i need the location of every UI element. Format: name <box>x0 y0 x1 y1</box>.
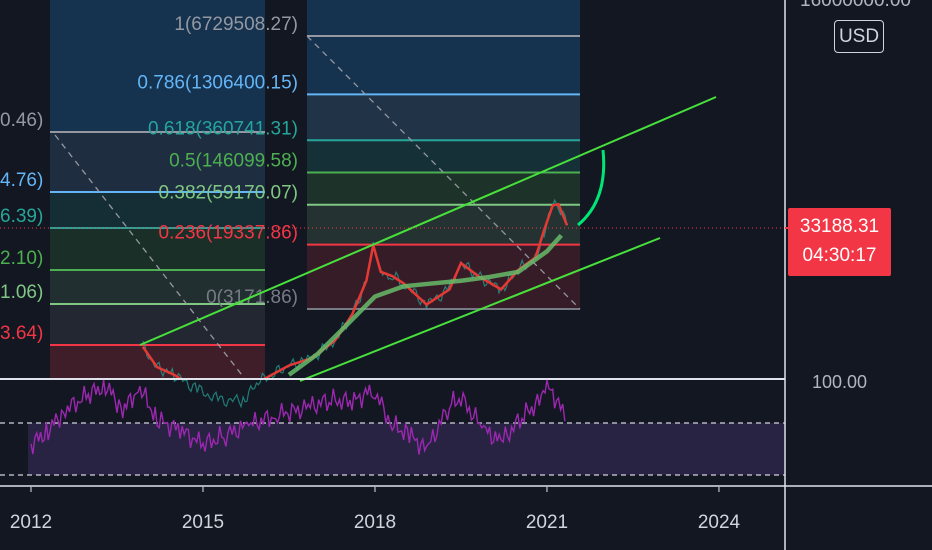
fib-zone <box>307 94 580 141</box>
fib-zones <box>50 0 580 379</box>
time-tick-label: 2015 <box>182 512 224 533</box>
fib-level-label: 0.5(146099.58) <box>169 150 298 171</box>
time-tick-label: 2021 <box>526 512 568 533</box>
projection-arrow <box>577 149 606 227</box>
fib-zone-top <box>307 0 580 36</box>
moving-average-line <box>287 233 563 377</box>
fib-left-label: 3.64) <box>0 323 43 344</box>
time-tick-label: 2018 <box>354 512 396 533</box>
fib-zone <box>307 204 580 245</box>
fib-zone <box>307 36 580 95</box>
rsi-max-label: 100.00 <box>812 372 868 392</box>
drawings <box>0 96 785 382</box>
fib-level-label: 0.382(59170.07) <box>159 183 298 204</box>
fib-labels: 1(6729508.27) 0.786(1306400.15) 0.618(3607… <box>0 14 298 344</box>
time-tick-label: 2012 <box>10 512 52 533</box>
fib-trend-line <box>306 35 581 310</box>
price-candles <box>142 198 568 409</box>
fib-left-zone-top <box>50 0 265 132</box>
fib-left-zone <box>50 304 265 345</box>
rsi-band <box>28 423 784 475</box>
time-tick-label: 2024 <box>698 512 741 533</box>
fib-left-trend <box>54 134 246 380</box>
channel-lower-line <box>299 237 661 382</box>
currency-button[interactable]: USD <box>834 20 884 53</box>
bar-countdown: 04:30:17 <box>802 245 877 266</box>
fib-level-label: 0.618(360741.31) <box>148 118 298 139</box>
rsi-series <box>30 379 566 455</box>
fib-left-label: 1.06) <box>0 282 43 303</box>
fib-left-label: 2.10) <box>0 248 43 269</box>
fib-zone <box>307 140 580 173</box>
fib-left-zone <box>50 132 265 192</box>
rsi-line <box>30 379 566 455</box>
time-axis: 2012 2015 2018 2021 2024 <box>10 486 741 533</box>
fib-level-label: 0.236(19337.86) <box>159 223 298 244</box>
fib-left-label: 4.76) <box>0 170 43 191</box>
fib-level-label: 0.786(1306400.15) <box>137 72 298 93</box>
channel-upper-line <box>139 96 717 346</box>
price-series <box>141 198 569 409</box>
fib-zone <box>307 172 580 205</box>
fib-left-zone <box>50 192 265 228</box>
fib-left-label: 6.39) <box>0 206 43 227</box>
last-price-badge: 33188.31 04:30:17 <box>788 208 891 276</box>
fib-level-label: 1(6729508.27) <box>174 14 298 35</box>
fib-lines <box>50 35 581 380</box>
fib-left-zone <box>50 228 265 270</box>
last-price-value: 33188.31 <box>799 216 880 237</box>
fib-left-zone <box>50 270 265 304</box>
fib-left-zone <box>50 345 265 379</box>
fib-left-label: 0.46) <box>0 110 43 131</box>
top-price-label: 16000000.00 <box>800 0 911 11</box>
